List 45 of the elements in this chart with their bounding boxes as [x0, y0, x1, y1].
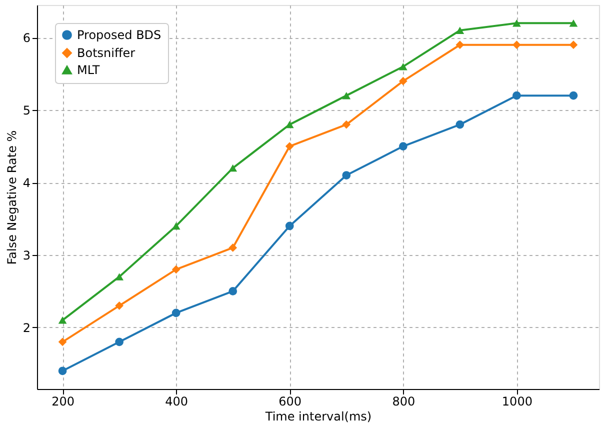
point — [228, 244, 238, 252]
point — [172, 222, 180, 230]
point — [285, 222, 294, 230]
x-tick-label: 1000 — [502, 394, 532, 408]
point — [172, 265, 180, 274]
point — [58, 316, 67, 324]
y-tick-label: 4 — [22, 176, 30, 190]
x-axis-title: Time interval(ms) — [264, 410, 372, 424]
point — [398, 142, 408, 150]
x-tick-label: 400 — [165, 394, 188, 408]
point — [398, 62, 408, 70]
point — [58, 338, 67, 346]
point — [342, 92, 351, 100]
point — [228, 164, 238, 172]
point — [58, 366, 67, 376]
y-tick-label: 2 — [22, 320, 30, 335]
point — [569, 91, 578, 100]
x-tick-label: 200 — [52, 394, 74, 408]
y-tick-label: 3 — [22, 248, 30, 262]
point — [172, 308, 180, 318]
point — [512, 40, 521, 50]
y-axis-title: False Negative Rate % — [4, 130, 19, 265]
point — [115, 273, 124, 280]
legend-label: Botsniffer — [77, 46, 136, 60]
point — [228, 287, 238, 296]
y-tick-label: 6 — [22, 31, 30, 46]
point — [115, 301, 124, 310]
point — [456, 26, 464, 34]
point — [398, 76, 408, 86]
x-tick-label: 800 — [392, 394, 416, 408]
x-tick-label: 600 — [278, 394, 302, 408]
point — [342, 171, 351, 180]
point — [456, 120, 464, 129]
point — [285, 142, 294, 150]
point — [456, 40, 464, 50]
legend-label: Proposed BDS — [77, 28, 162, 42]
point — [115, 338, 124, 346]
y-tick-label: 5 — [22, 104, 30, 118]
point — [512, 91, 521, 100]
point — [342, 120, 351, 129]
point — [569, 19, 578, 27]
legend-label: MLT — [77, 63, 100, 77]
point — [569, 40, 578, 50]
point — [285, 120, 294, 128]
point — [512, 19, 521, 27]
